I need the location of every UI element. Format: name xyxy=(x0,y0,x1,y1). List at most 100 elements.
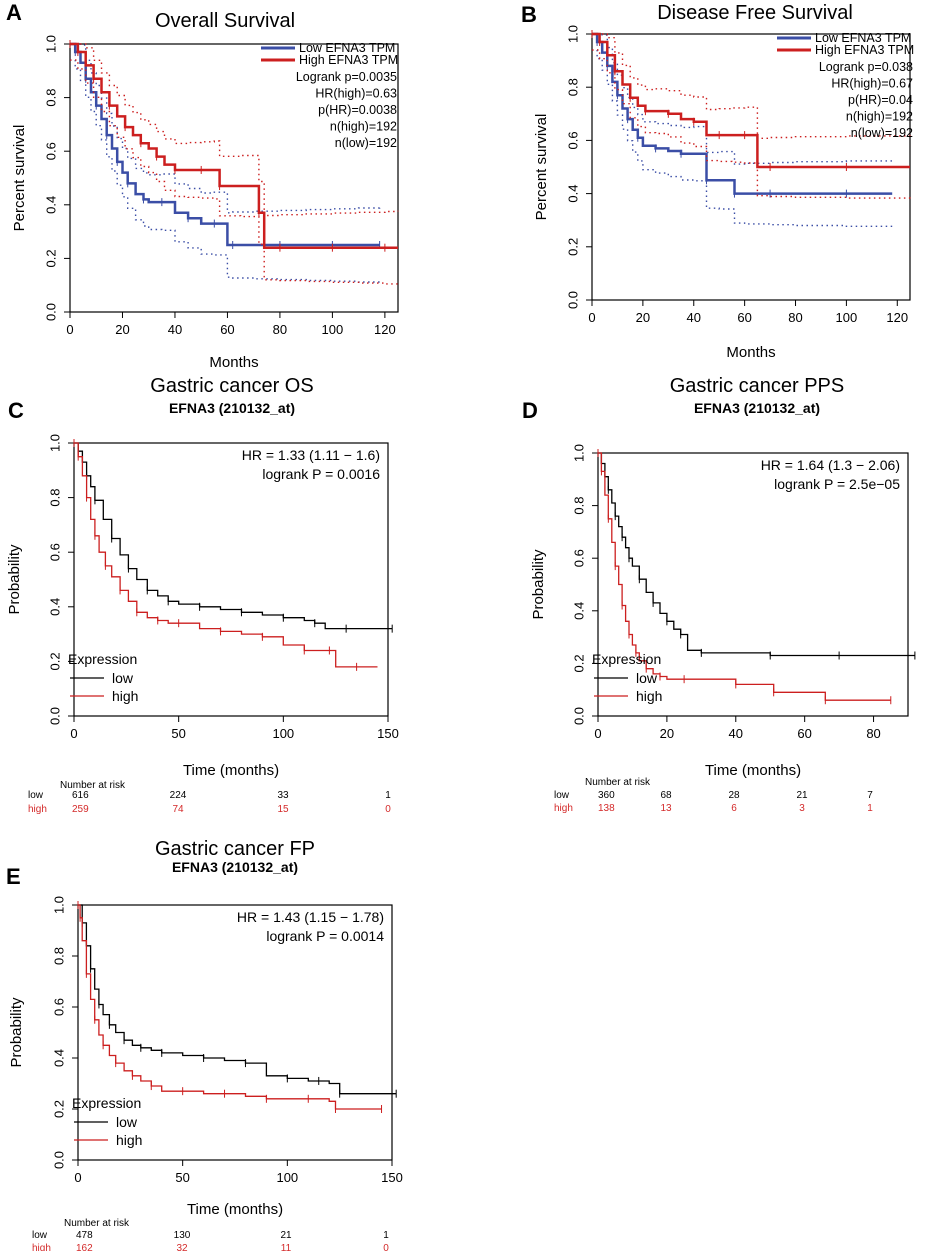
stat-annotation: Logrank p=0.038 xyxy=(819,60,913,74)
y-tick-label: 0.4 xyxy=(43,196,58,214)
risk-count: 21 xyxy=(280,1230,292,1241)
risk-count: 0 xyxy=(385,804,391,815)
x-tick-label: 60 xyxy=(797,726,811,741)
y-tick-label: 0.0 xyxy=(565,291,580,309)
y-tick-label: 0.6 xyxy=(571,549,586,567)
risk-row-label: low xyxy=(28,790,44,801)
risk-count: 1 xyxy=(383,1230,389,1241)
stat-annotation: HR(high)=0.67 xyxy=(831,77,913,91)
series-line-low-efna3-tpm xyxy=(592,32,893,195)
hazard-ratio-text: HR = 1.64 (1.3 − 2.06) xyxy=(761,457,900,473)
series-line-high xyxy=(74,442,378,668)
y-tick-label: 0.8 xyxy=(47,489,62,507)
risk-count: 3 xyxy=(799,803,805,814)
risk-count: 478 xyxy=(76,1230,93,1241)
y-tick-label: 0.4 xyxy=(51,1049,66,1067)
y-tick-label: 1.0 xyxy=(43,35,58,53)
x-axis-label: Time (months) xyxy=(183,762,279,779)
y-tick-label: 0.2 xyxy=(43,249,58,267)
series-line-low xyxy=(78,904,397,1095)
x-axis-label: Months xyxy=(209,354,258,371)
logrank-text: logrank P = 0.0016 xyxy=(262,466,380,482)
y-tick-label: 0.8 xyxy=(565,78,580,96)
y-axis-label: Probability xyxy=(8,997,25,1068)
legend-title: Expression xyxy=(592,651,661,667)
legend-label: high xyxy=(112,688,138,704)
risk-count: 1 xyxy=(385,790,391,801)
panel-d: D Gastric cancer PPS EFNA3 (210132_at) 0 20 4… xyxy=(522,375,916,814)
ci-lower-blue xyxy=(592,49,893,228)
risk-count: 7 xyxy=(867,790,873,801)
x-tick-label: 0 xyxy=(588,310,595,325)
x-tick-label: 100 xyxy=(836,310,858,325)
y-tick-label: 0.6 xyxy=(565,131,580,149)
x-tick-label: 80 xyxy=(788,310,802,325)
hazard-ratio-text: HR = 1.43 (1.15 − 1.78) xyxy=(237,909,384,925)
y-tick-label: 0.4 xyxy=(565,185,580,203)
risk-row-label: high xyxy=(554,803,573,814)
legend-title: Expression xyxy=(68,651,137,667)
y-tick-label: 0.0 xyxy=(571,707,586,725)
risk-count: 21 xyxy=(796,790,808,801)
chart-title: Disease Free Survival xyxy=(657,2,853,24)
panel-letter: E xyxy=(6,864,21,889)
risk-row-label: low xyxy=(554,790,570,801)
legend-label: Low EFNA3 TPM xyxy=(815,31,911,45)
hazard-ratio-text: HR = 1.33 (1.11 − 1.6) xyxy=(242,447,380,463)
chart-subtitle: EFNA3 (210132_at) xyxy=(169,400,295,416)
chart-title: Gastric cancer FP xyxy=(155,838,315,860)
risk-count: 616 xyxy=(72,790,89,801)
panel-letter: C xyxy=(8,398,24,423)
x-tick-label: 20 xyxy=(660,726,674,741)
plot-frame xyxy=(597,452,909,717)
risk-row-label: high xyxy=(28,804,47,815)
x-tick-label: 0 xyxy=(70,726,77,741)
y-tick-label: 0.6 xyxy=(47,543,62,561)
stat-annotation: Logrank p=0.0035 xyxy=(296,70,397,84)
x-tick-label: 120 xyxy=(886,310,908,325)
x-tick-label: 0 xyxy=(66,322,73,337)
legend-title: Expression xyxy=(72,1095,141,1111)
x-tick-label: 150 xyxy=(381,1170,403,1185)
x-axis-label: Months xyxy=(726,344,775,361)
x-axis-label: Time (months) xyxy=(705,762,801,779)
y-tick-label: 1.0 xyxy=(565,25,580,43)
risk-row-label: low xyxy=(32,1230,48,1241)
stat-annotation: p(HR)=0.0038 xyxy=(318,103,397,117)
y-axis-label: Percent survival xyxy=(11,125,28,232)
panel-letter: D xyxy=(522,398,538,423)
y-tick-label: 0.2 xyxy=(51,1100,66,1118)
series-line-low-efna3-tpm xyxy=(70,42,380,247)
stat-annotation: n(low)=192 xyxy=(335,136,397,150)
x-tick-label: 100 xyxy=(276,1170,298,1185)
x-tick-label: 80 xyxy=(273,322,287,337)
panel-letter: B xyxy=(521,2,537,27)
x-tick-label: 100 xyxy=(322,322,344,337)
y-tick-label: 1.0 xyxy=(47,434,62,452)
plot-frame xyxy=(77,904,393,1161)
legend-label: low xyxy=(636,670,658,686)
stat-annotation: p(HR)=0.04 xyxy=(848,93,913,107)
logrank-text: logrank P = 2.5e−05 xyxy=(774,476,900,492)
y-tick-label: 0.4 xyxy=(47,598,62,616)
y-tick-label: 0.6 xyxy=(43,142,58,160)
panel-a: A Overall Survival 0 20 40 60 80 100 120 0.0 0.2 0.… xyxy=(6,0,399,371)
ci-upper-red xyxy=(70,43,399,217)
y-axis-label: Percent survival xyxy=(533,114,550,221)
y-tick-label: 0.6 xyxy=(51,998,66,1016)
y-tick-label: 0.2 xyxy=(565,238,580,256)
risk-count: 33 xyxy=(277,790,289,801)
y-tick-label: 1.0 xyxy=(571,444,586,462)
legend-label: High EFNA3 TPM xyxy=(299,53,398,67)
x-tick-label: 20 xyxy=(115,322,129,337)
logrank-text: logrank P = 0.0014 xyxy=(266,928,384,944)
x-tick-label: 60 xyxy=(737,310,751,325)
x-tick-label: 100 xyxy=(272,726,294,741)
panel-letter: A xyxy=(6,0,22,25)
risk-count: 0 xyxy=(383,1243,389,1251)
x-tick-label: 0 xyxy=(74,1170,81,1185)
risk-count: 11 xyxy=(281,1243,292,1251)
y-tick-label: 0.0 xyxy=(43,303,58,321)
